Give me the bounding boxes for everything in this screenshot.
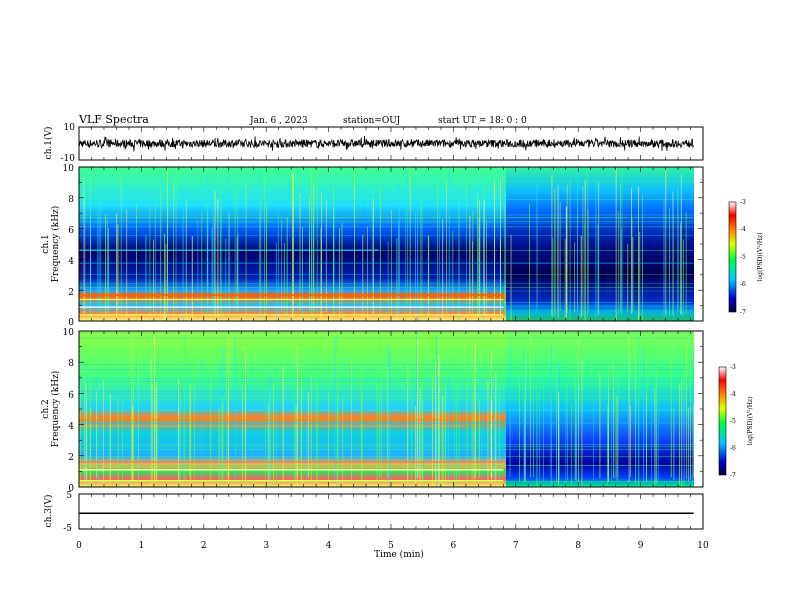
ch2-colorbar: -3 -4 -5 -6 -7 log(PSD)(V²/Hz) xyxy=(718,364,754,479)
station-label: station=OUJ xyxy=(343,116,401,126)
cb1-tick-m3: -3 xyxy=(740,199,746,206)
cb2-tick-m4: -4 xyxy=(730,391,736,398)
ch1-ytick-top: 10 xyxy=(64,123,76,133)
ch2-spec-ylabel-channel: ch.2 xyxy=(41,399,51,418)
ch2-spec-ylabel-frequency: Frequency (kHz) xyxy=(50,371,61,448)
x-axis-label: Time (min) xyxy=(374,549,424,560)
ch3-waveform-ylabel: ch.3(V) xyxy=(43,495,54,528)
cb2-tick-m7: -7 xyxy=(730,472,736,479)
ch3-waveform-panel: 5 -5 ch.3(V) xyxy=(43,491,704,534)
ch1-spec-ytick-8: 8 xyxy=(68,195,74,205)
ch1-waveform-ylabel: ch.1(V) xyxy=(43,127,54,160)
ch1-spec-ylabel-channel: ch.1 xyxy=(41,234,51,253)
ch1-waveform-panel: 10 -10 ch.1(V) xyxy=(43,123,704,164)
cb1-tick-m4: -4 xyxy=(740,226,746,233)
date-label: Jan. 6 , 2023 xyxy=(249,116,308,126)
ch3-ytick-top: 5 xyxy=(66,491,72,501)
ch2-spectrogram-features xyxy=(79,331,694,487)
ch1-colorbar: -3 -4 -5 -6 -7 log(PSD)(V²/Hz) xyxy=(728,199,764,316)
ch1-spec-ytick-4: 4 xyxy=(68,257,74,267)
x-tick-label: 1 xyxy=(139,541,145,551)
x-tick-label: 8 xyxy=(575,541,581,551)
ch3-waveform-ticks xyxy=(78,494,704,529)
cb1-tick-m5: -5 xyxy=(740,254,746,261)
ch1-spectrogram-panel: 0 2 4 6 8 10 ch.1 Frequency (kHz) xyxy=(41,164,704,328)
ch2-spec-ytick-2: 2 xyxy=(68,453,74,463)
figure-title: VLF Spectra xyxy=(78,113,149,126)
cb2-tick-m3: -3 xyxy=(730,364,736,371)
cb1-tick-m6: -6 xyxy=(740,281,746,288)
cb1-tick-m7: -7 xyxy=(740,309,746,316)
x-tick-label: 2 xyxy=(201,541,207,551)
ch1-spec-ytick-6: 6 xyxy=(68,226,74,236)
ch2-spec-ytick-0: 0 xyxy=(68,484,74,494)
cb2-tick-m5: -5 xyxy=(730,418,736,425)
cb2-tick-m6: -6 xyxy=(730,445,736,452)
x-tick-label: 3 xyxy=(263,541,269,551)
ch2-spec-ytick-6: 6 xyxy=(68,391,74,401)
ch2-spectrogram-ticks xyxy=(78,330,704,488)
ch1-spectrogram-ticks xyxy=(78,166,704,322)
ch1-ytick-bottom: -10 xyxy=(61,154,76,164)
ch3-ytick-bottom: -5 xyxy=(63,524,72,534)
ch1-waveform-ticks xyxy=(78,127,704,160)
x-tick-label: 9 xyxy=(638,541,644,551)
ch2-spectrogram-panel: 0 2 4 6 8 10 ch.2 Frequency (kHz) xyxy=(41,328,704,494)
ch1-spec-ytick-0: 0 xyxy=(68,318,74,328)
ch1-waveform-trace xyxy=(78,135,694,152)
x-tick-label: 6 xyxy=(451,541,457,551)
x-tick-label: 4 xyxy=(326,541,332,551)
x-axis-tick-labels: 0 1 2 3 4 5 6 7 8 9 10 xyxy=(76,541,709,551)
x-tick-label: 0 xyxy=(76,541,82,551)
x-tick-label: 5 xyxy=(388,541,394,551)
ch2-spec-ytick-8: 8 xyxy=(68,359,74,369)
ch1-spec-ytick-2: 2 xyxy=(68,288,74,298)
x-tick-label: 7 xyxy=(513,541,519,551)
ch1-spec-ylabel-frequency: Frequency (kHz) xyxy=(50,206,61,283)
cb2-label: log(PSD)(V²/Hz) xyxy=(747,397,754,446)
ch1-spectrogram-features xyxy=(79,167,694,321)
x-tick-label: 10 xyxy=(697,541,709,551)
cb1-label: log(PSD)(V²/Hz) xyxy=(757,233,764,282)
ch2-spec-ytick-4: 4 xyxy=(68,422,74,432)
ch2-spec-ytick-10: 10 xyxy=(63,328,75,338)
ch1-spec-ytick-10: 10 xyxy=(63,164,75,174)
start-time-label: start UT = 18: 0 : 0 xyxy=(438,116,527,126)
